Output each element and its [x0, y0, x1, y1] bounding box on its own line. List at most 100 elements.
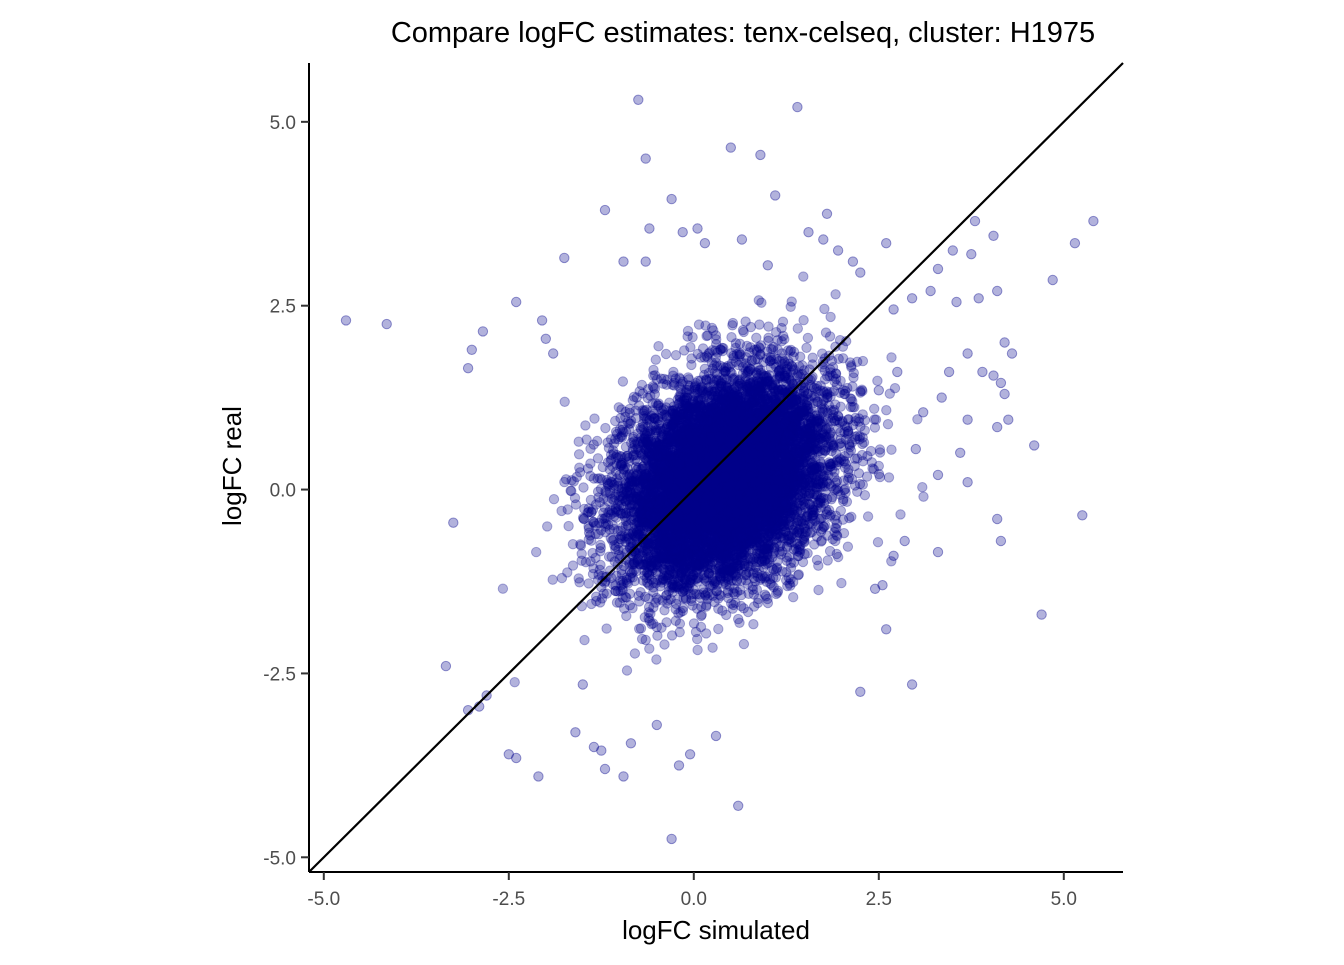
scatter-point [696, 486, 708, 497]
scatter-point [732, 507, 743, 518]
scatter-point [775, 459, 786, 470]
scatter-point [770, 447, 781, 458]
scatter-point [771, 499, 782, 510]
scatter-point [567, 560, 579, 571]
scatter-point [678, 438, 690, 449]
scatter-point [715, 451, 726, 462]
scatter-point [601, 474, 613, 486]
scatter-point [660, 554, 672, 565]
scatter-point [652, 463, 664, 475]
scatter-point [696, 465, 707, 476]
scatter-point [762, 489, 774, 500]
scatter-point [881, 405, 892, 416]
scatter-point [773, 384, 784, 395]
scatter-point [547, 574, 558, 585]
scatter-point [775, 490, 786, 501]
scatter-point [818, 395, 829, 407]
scatter-point [661, 617, 672, 628]
scatter-point [695, 550, 706, 561]
scatter-point [692, 644, 703, 656]
scatter-point [737, 506, 748, 517]
scatter-point [702, 504, 713, 515]
scatter-point [685, 517, 696, 528]
scatter-point [716, 472, 727, 483]
scatter-point [652, 630, 663, 641]
scatter-point [542, 521, 553, 532]
scatter-point [623, 532, 634, 543]
scatter-point [653, 517, 664, 529]
scatter-point [886, 444, 897, 455]
scatter-point [765, 380, 776, 391]
scatter-point [765, 427, 776, 439]
scatter-point [660, 348, 672, 360]
scatter-point [664, 487, 675, 498]
scatter-point [682, 464, 694, 475]
scatter-point [692, 455, 704, 466]
scatter-point [559, 396, 570, 407]
scatter-point [779, 525, 791, 537]
scatter-point [743, 470, 754, 481]
scatter-point [589, 518, 600, 529]
scatter-point [658, 504, 669, 516]
scatter-point [731, 575, 742, 586]
scatter-point [786, 489, 798, 501]
scatter-point [716, 475, 728, 486]
scatter-point [661, 486, 672, 497]
scatter-point [775, 407, 787, 418]
scatter-point [734, 417, 745, 428]
scatter-point [624, 600, 636, 611]
scatter-point [699, 440, 710, 451]
scatter-point [602, 495, 613, 507]
scatter-point [712, 505, 723, 516]
scatter-point [691, 448, 702, 460]
scatter-point [677, 443, 689, 455]
scatter-point [743, 365, 754, 376]
scatter-point [633, 590, 644, 601]
scatter-point [720, 467, 731, 479]
scatter-point [886, 352, 897, 363]
scatter-point [814, 456, 826, 467]
scatter-point [738, 638, 750, 650]
scatter-point [627, 538, 638, 549]
scatter-point [759, 446, 770, 457]
scatter-point [729, 396, 740, 407]
scatter-point [827, 362, 839, 373]
scatter-point [583, 578, 594, 589]
scatter-point [882, 419, 894, 430]
scatter-point [782, 480, 793, 492]
scatter-point [712, 447, 723, 459]
scatter-point [704, 504, 715, 515]
scatter-point [775, 427, 786, 438]
scatter-point [739, 412, 750, 423]
scatter-point [822, 423, 833, 434]
scatter-point [889, 383, 901, 394]
scatter-point [762, 593, 773, 605]
scatter-point [600, 422, 611, 434]
scatter-point [770, 483, 782, 495]
scatter-point [743, 506, 754, 517]
scatter-point [754, 456, 765, 467]
scatter-point [762, 490, 774, 501]
scatter-point [765, 460, 776, 471]
scatter-point [724, 463, 735, 474]
scatter-point [917, 482, 928, 493]
scatter-point [652, 449, 663, 461]
scatter-point [721, 528, 732, 539]
scatter-point [650, 354, 661, 365]
scatter-point [663, 523, 674, 534]
scatter-point [613, 402, 624, 413]
scatter-point [737, 460, 749, 471]
scatter-point [705, 460, 717, 471]
scatter-point [694, 444, 705, 455]
scatter-point [740, 539, 751, 550]
scatter-point [694, 504, 706, 515]
scatter-point [810, 504, 822, 516]
scatter-point [604, 524, 615, 535]
scatter-point [767, 508, 779, 519]
scatter-point [758, 508, 769, 519]
scatter-point [741, 459, 752, 470]
scatter-point [788, 461, 800, 473]
scatter-point [713, 623, 724, 635]
